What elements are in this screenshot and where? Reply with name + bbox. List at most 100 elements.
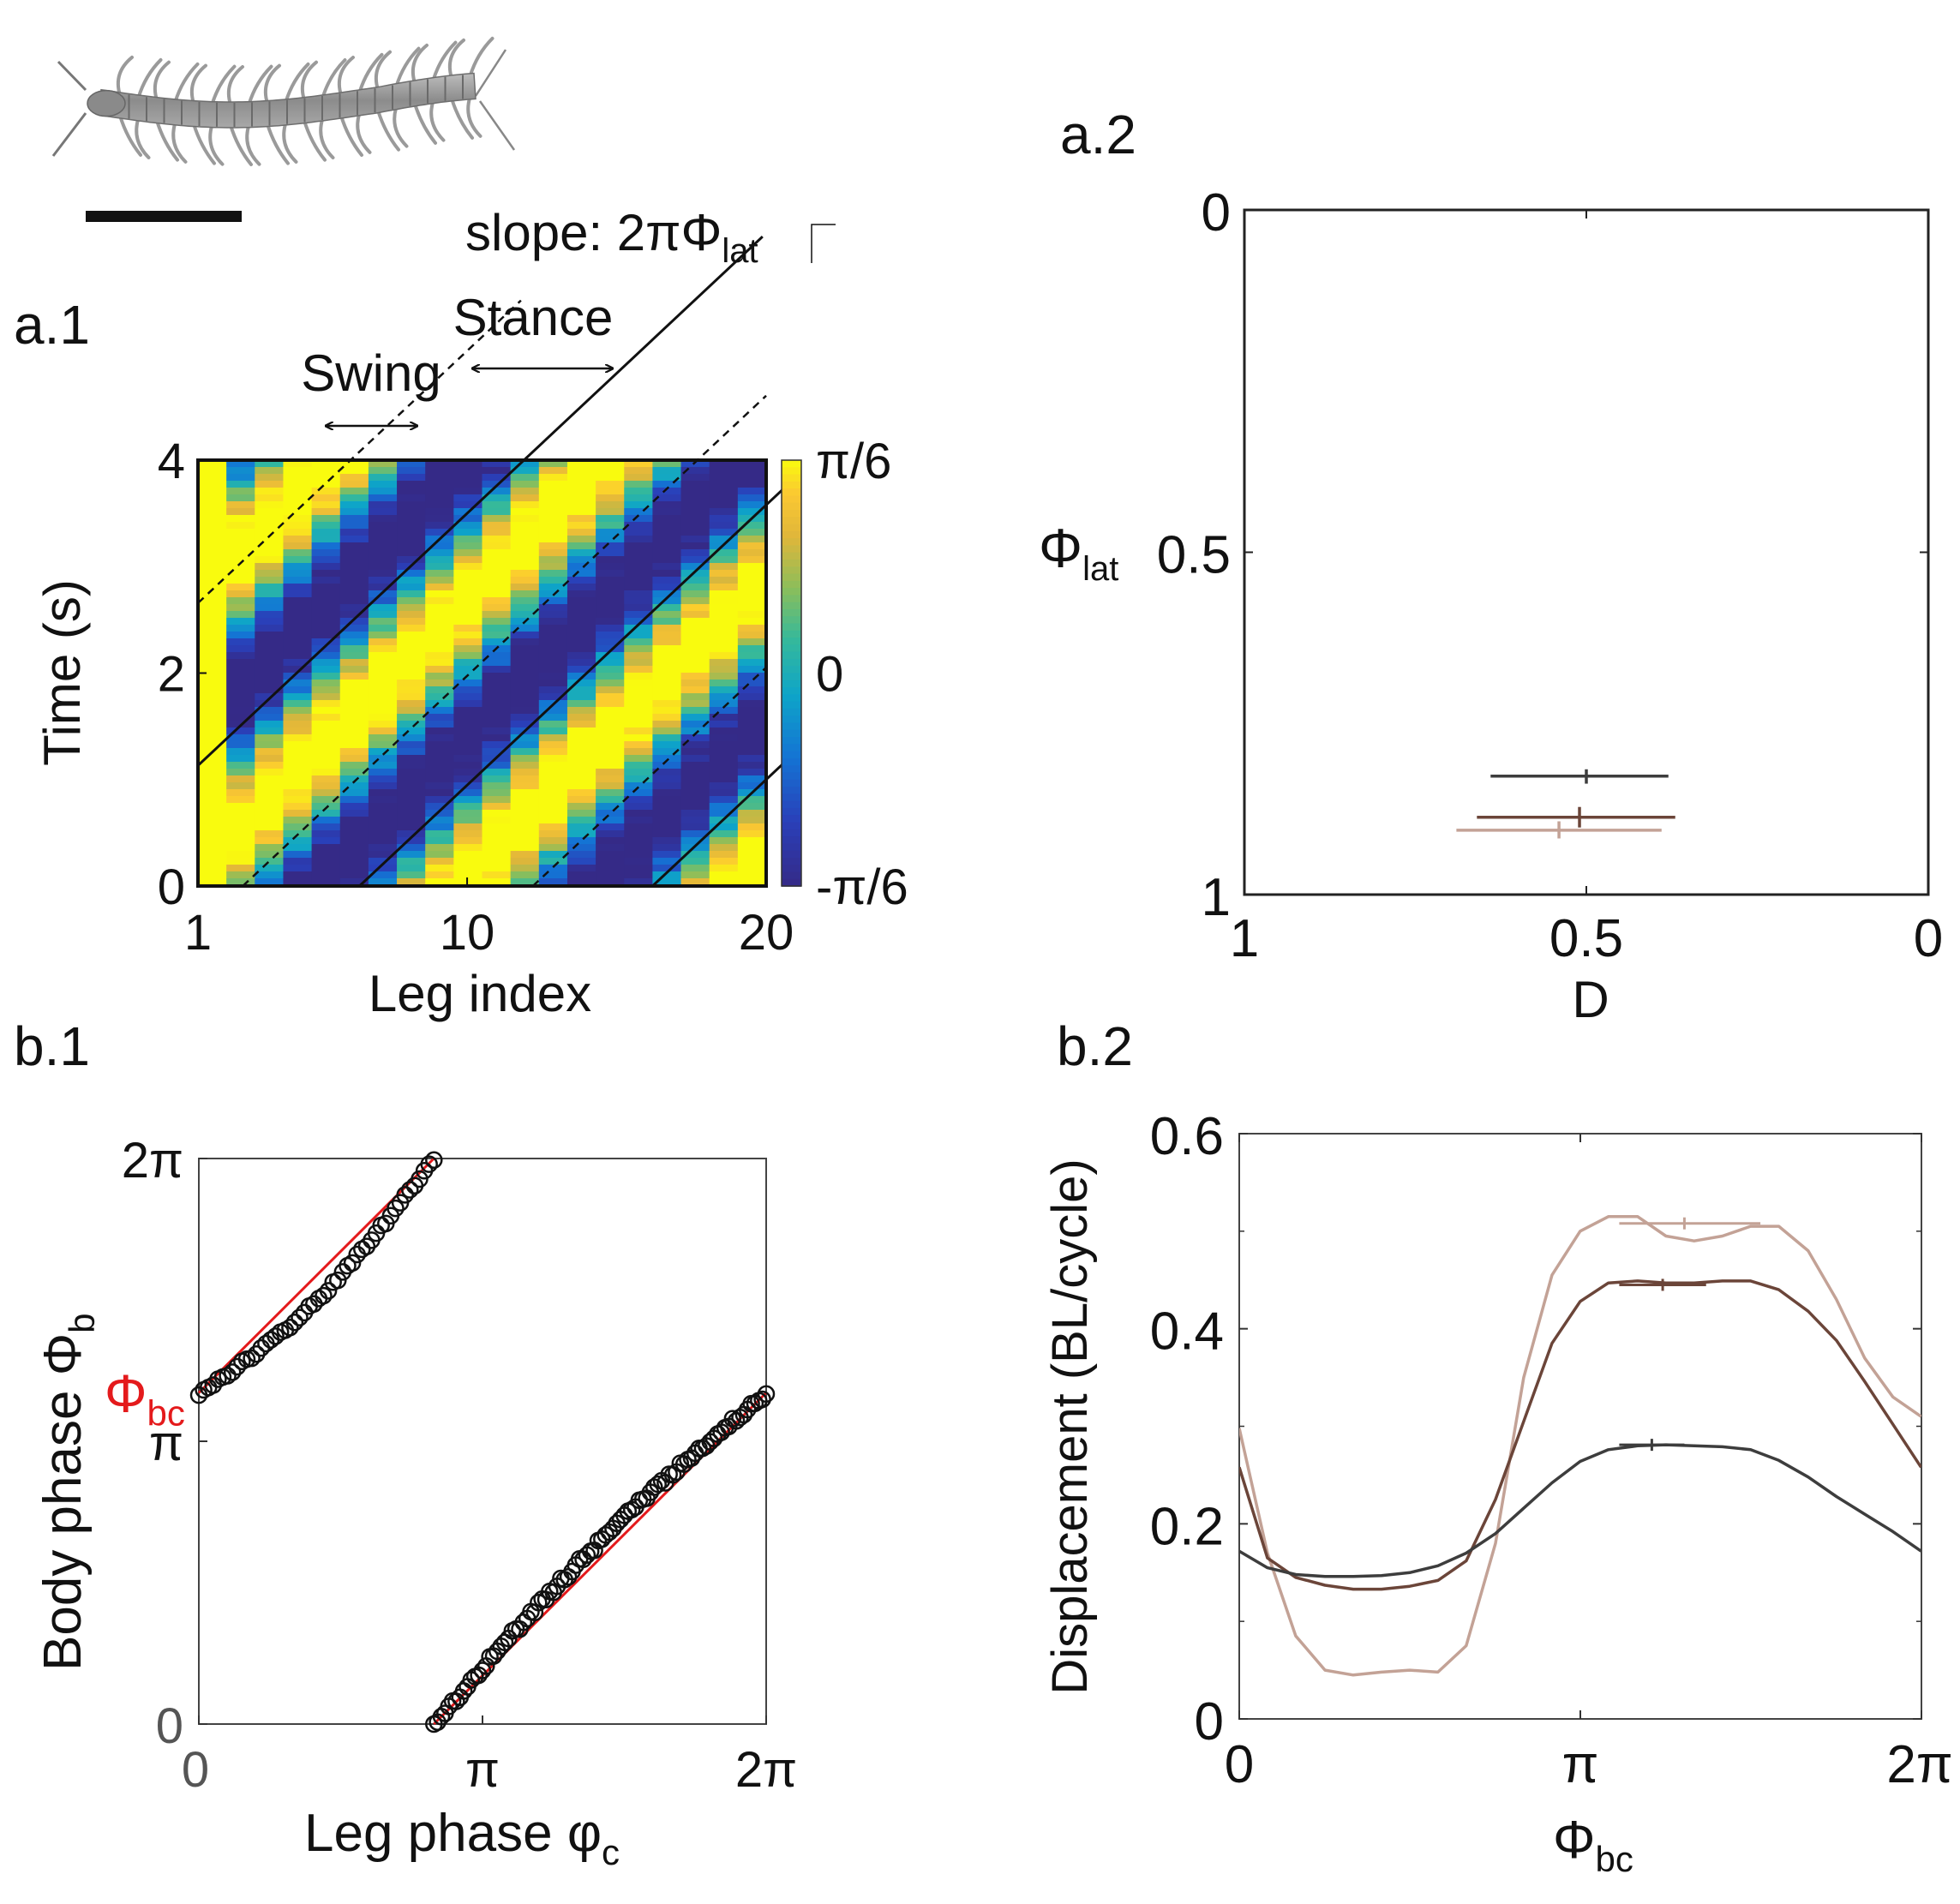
heatmap-cell	[680, 844, 710, 852]
heatmap-cell	[339, 741, 369, 749]
heatmap-cell	[566, 837, 596, 845]
heatmap-cell	[397, 597, 426, 605]
heatmap-cell	[339, 803, 369, 811]
data-point	[219, 1367, 237, 1385]
heatmap-cell	[283, 769, 313, 776]
heatmap-cell	[283, 851, 313, 859]
heatmap-cell	[198, 714, 227, 721]
heatmap-cell	[425, 529, 454, 536]
heatmap-cell	[624, 625, 653, 632]
data-point	[315, 1286, 333, 1305]
heatmap-cell	[311, 515, 341, 523]
heatmap-cell	[624, 590, 653, 598]
heatmap-cell	[596, 666, 625, 674]
heatmap-cell	[596, 542, 625, 550]
heatmap-cell	[368, 556, 398, 564]
heatmap-cell	[510, 789, 540, 797]
heatmap-cell	[596, 775, 625, 783]
heatmap-cell	[311, 584, 341, 591]
heatmap-cell	[709, 494, 739, 502]
data-point	[411, 1170, 429, 1189]
centipede-leg	[135, 116, 151, 159]
centipede-leg	[339, 113, 363, 157]
colorbar-step	[782, 467, 801, 476]
heatmap-cell	[453, 529, 483, 536]
heatmap-cell	[482, 871, 512, 879]
heatmap-cell	[255, 632, 285, 639]
series-line-mid	[1239, 1279, 1921, 1591]
heatmap-cell	[596, 823, 625, 831]
heatmap-cell	[368, 789, 398, 797]
heatmap-cell	[283, 542, 313, 550]
heatmap-cell	[198, 508, 227, 516]
heatmap-cell	[255, 467, 285, 475]
heatmap-cell	[339, 618, 369, 626]
heatmap-cell	[510, 625, 540, 632]
x-tick-label: π	[465, 1742, 500, 1798]
heatmap-cell	[368, 830, 398, 838]
heatmap-cell	[425, 645, 454, 653]
heatmap-cell	[538, 755, 568, 763]
centipede-leg	[153, 60, 171, 102]
heatmap-cell	[737, 721, 766, 728]
heatmap-cell	[425, 734, 454, 742]
heatmap-cell	[510, 529, 540, 536]
heatmap-cell	[566, 789, 596, 797]
heatmap-cell	[453, 714, 483, 721]
heatmap-cell	[624, 865, 653, 872]
heatmap-cell	[482, 563, 512, 571]
heatmap-cell	[226, 727, 255, 735]
heatmap-cell	[339, 597, 369, 605]
colorbar-step	[782, 666, 801, 674]
heatmap-cell	[510, 680, 540, 687]
heatmap-cell	[709, 851, 739, 859]
heatmap-cell	[368, 529, 398, 536]
heatmap-cell	[596, 618, 625, 626]
centipede-leg	[300, 60, 318, 102]
heatmap-cell	[425, 741, 454, 749]
heatmap-cell	[624, 577, 653, 584]
heatmap-cell	[709, 762, 739, 769]
heatmap-cell	[339, 755, 369, 763]
heatmap-cell	[510, 597, 540, 605]
heatmap-cell	[453, 604, 483, 612]
heatmap-cell	[198, 707, 227, 715]
heatmap-cell	[624, 686, 653, 694]
heatmap-cell	[482, 666, 512, 674]
heatmap-cell	[368, 673, 398, 680]
heatmap-cell	[397, 844, 426, 852]
colorbar-step	[782, 595, 801, 603]
heatmap-cell	[453, 871, 483, 879]
heatmap-cell	[566, 632, 596, 639]
heatmap-cell	[680, 638, 710, 646]
heatmap-cell	[226, 796, 255, 804]
heatmap-cell	[311, 817, 341, 824]
heatmap-cell	[368, 748, 398, 756]
heatmap-cell	[283, 686, 313, 694]
heatmap-cell	[566, 570, 596, 578]
heatmap-cell	[198, 871, 227, 879]
heatmap-cell	[737, 803, 766, 811]
heatmap-cell	[425, 762, 454, 769]
centipede-leg	[429, 99, 446, 142]
centipede-leg	[118, 113, 142, 157]
centipede-leg	[450, 96, 474, 140]
heatmap-cell	[680, 693, 710, 701]
heatmap-cell	[737, 584, 766, 591]
heatmap-cell	[652, 666, 682, 674]
heatmap-cell	[255, 775, 285, 783]
heatmap-cell	[368, 508, 398, 516]
heatmap-cell	[311, 501, 341, 509]
heatmap-cell	[709, 501, 739, 509]
heatmap-cell	[226, 515, 255, 523]
heatmap-cell	[453, 700, 483, 708]
heatmap-cell	[255, 666, 285, 674]
heatmap-cell	[339, 796, 369, 804]
heatmap-cell	[680, 563, 710, 571]
heatmap-cell	[368, 481, 398, 488]
heatmap-cell	[226, 851, 255, 859]
heatmap-cell	[397, 789, 426, 797]
heatmap-cell	[510, 659, 540, 667]
heatmap-cell	[510, 714, 540, 721]
data-point	[753, 1390, 771, 1409]
